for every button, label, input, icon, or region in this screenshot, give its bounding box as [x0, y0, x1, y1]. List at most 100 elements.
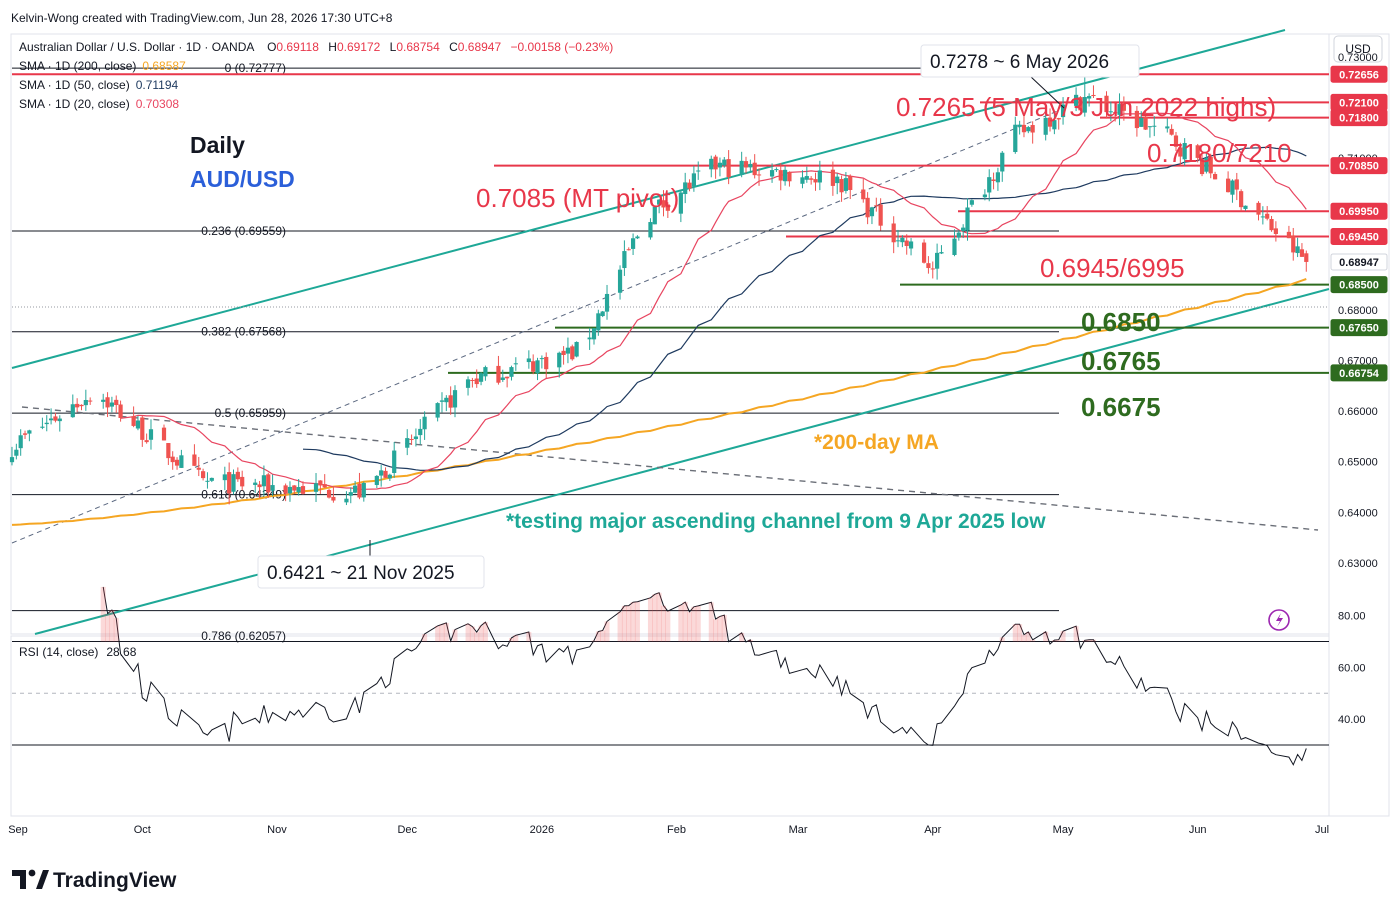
candle-body — [174, 459, 180, 466]
rsi-overbought-fill — [721, 615, 727, 642]
currency-button[interactable]: USD — [1333, 35, 1383, 63]
time-axis-label: Oct — [134, 824, 151, 836]
svg-text:0.7278 ~ 6 May 2026: 0.7278 ~ 6 May 2026 — [930, 52, 1109, 73]
rsi-axis-label: 60.00 — [1338, 662, 1366, 674]
pivot-label: 0.7085 (MT pivot) — [476, 183, 679, 213]
candle-body — [209, 477, 214, 481]
candle-body — [865, 197, 870, 218]
candle-body — [270, 485, 275, 491]
candle-body — [500, 377, 505, 380]
candle-body — [114, 399, 119, 406]
candle-body — [1152, 125, 1157, 127]
candle-body — [1299, 249, 1305, 257]
rsi-overbought-fill — [109, 610, 115, 642]
candle-body — [1013, 124, 1018, 153]
candle-body — [982, 194, 987, 198]
rsi-overbought-fill — [647, 597, 653, 642]
candle-body — [1047, 117, 1053, 127]
candle-body — [1169, 128, 1174, 135]
candle-body — [1073, 94, 1079, 106]
candle-body — [1304, 253, 1309, 262]
price-axis-label: 0.68000 — [1338, 305, 1378, 317]
candle-body — [1178, 147, 1183, 157]
price-axis[interactable] — [1328, 33, 1390, 817]
tradingview-logo-icon — [12, 870, 26, 889]
rsi-line — [102, 586, 1307, 766]
candle-body — [1017, 124, 1022, 127]
timeframe-title: Daily — [190, 132, 245, 158]
channel-upper-line — [11, 29, 1286, 369]
candle-body — [800, 177, 805, 184]
candle-body — [570, 346, 575, 360]
candle-body — [787, 171, 792, 182]
rsi-overbought-fill — [1043, 631, 1049, 642]
candle-body — [652, 206, 657, 225]
sma200-legend: SMA · 1D (200, close) 0.68587 — [19, 59, 186, 73]
candle-body — [1269, 219, 1274, 231]
candle-body — [22, 433, 28, 435]
price-axis-label: 0.64000 — [1338, 507, 1378, 519]
rsi-pane[interactable] — [10, 635, 1330, 817]
candle-body — [70, 404, 75, 418]
candle-body — [956, 232, 961, 238]
candle-body — [48, 418, 54, 421]
candle-body — [313, 483, 319, 492]
candle-body — [131, 416, 136, 426]
candle-body — [635, 236, 640, 239]
rsi-overbought-fill — [1082, 640, 1088, 642]
rsi-overbought-fill — [617, 611, 623, 642]
candle-body — [600, 311, 605, 317]
candle-body — [170, 456, 175, 463]
candle-body — [843, 178, 849, 191]
candle-body — [713, 156, 718, 170]
candle-body — [1021, 124, 1027, 133]
candle-body — [596, 313, 601, 331]
price-tag-label: 0.66754 — [1339, 368, 1380, 380]
candle-body — [79, 404, 84, 407]
candle-body — [878, 204, 883, 226]
candle-body — [1091, 94, 1096, 97]
candle-body — [861, 189, 866, 200]
candle-body — [904, 240, 909, 246]
candle-body — [101, 399, 106, 402]
candle-body — [1199, 159, 1205, 175]
candle-body — [361, 482, 366, 498]
alert-icon[interactable] — [1268, 609, 1290, 631]
candle-body — [1139, 118, 1144, 127]
rsi-overbought-fill — [595, 631, 601, 642]
candle-body — [1121, 103, 1126, 111]
rsi-overbought-fill — [713, 619, 719, 642]
tradingview-logo[interactable]: TradingView — [12, 869, 177, 892]
main-pane[interactable] — [10, 33, 1330, 635]
candle-body — [1208, 156, 1213, 174]
candle-body — [678, 192, 683, 214]
candle-body — [413, 436, 419, 440]
candle-body — [192, 454, 197, 466]
time-axis-label: Apr — [924, 824, 941, 836]
candle-body — [144, 440, 149, 443]
candle-body — [665, 204, 670, 211]
rsi-overbought-fill — [422, 634, 428, 642]
price-tag-label: 0.72656 — [1339, 69, 1379, 81]
candle-body — [435, 403, 440, 418]
candle-body — [591, 328, 597, 340]
candle-body — [357, 483, 362, 498]
ma-note: *200-day MA — [814, 431, 939, 454]
candle-body — [140, 417, 145, 440]
rsi-overbought-fill — [656, 592, 662, 642]
rsi-overbought-fill — [591, 640, 597, 642]
candle-body — [1026, 127, 1031, 132]
rsi-overbought-fill — [508, 637, 514, 642]
candle-body — [465, 379, 471, 388]
rsi-overbought-fill — [100, 586, 106, 642]
candle-body — [161, 427, 167, 441]
candle-body — [809, 178, 814, 180]
candle-body — [687, 182, 692, 189]
candle-body — [817, 170, 822, 183]
time-axis-label: Jul — [1315, 824, 1329, 836]
candle-body — [1286, 231, 1292, 239]
tradingview-logo-slash — [36, 870, 49, 889]
candle-body — [778, 170, 783, 181]
candle-body — [661, 200, 666, 208]
